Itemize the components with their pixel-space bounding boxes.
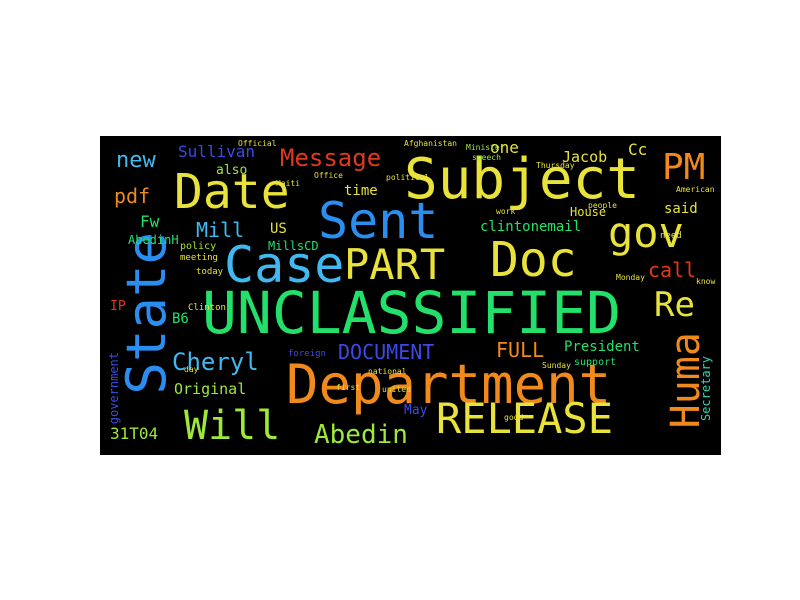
word-also: also: [216, 163, 248, 178]
word-may: May: [404, 403, 428, 418]
word-cc: Cc: [628, 140, 648, 159]
word-subject: Subject: [404, 147, 641, 212]
word-b6: B6: [172, 311, 189, 327]
word-secretary: Secretary: [699, 356, 713, 422]
word-original: Original: [174, 380, 247, 398]
word-abedin: Abedin: [314, 420, 408, 450]
word-day: day: [184, 365, 199, 374]
word-new: new: [116, 148, 156, 173]
word-national: national: [368, 367, 407, 376]
word-millscd: MillsCD: [268, 239, 319, 253]
word-pm: PM: [662, 147, 706, 188]
word-said: said: [664, 201, 698, 217]
word-department: Department: [286, 353, 612, 416]
word-official: Official: [238, 139, 277, 148]
word-fw: Fw: [140, 212, 160, 231]
word-need: need: [660, 231, 682, 241]
word-code: 31T04: [110, 424, 159, 443]
word-mill: Mill: [196, 218, 245, 242]
word-first: first: [336, 383, 361, 392]
word-ip: IP: [110, 299, 126, 314]
word-sunday: Sunday: [542, 361, 571, 370]
word-support: support: [574, 357, 617, 368]
word-time: time: [344, 183, 378, 199]
word-jacob: Jacob: [562, 148, 608, 166]
word-cheryl: Cheryl: [172, 348, 259, 376]
word-thursday: Thursday: [536, 161, 575, 170]
word-haiti: Haiti: [276, 179, 301, 188]
word-state: State: [115, 232, 178, 395]
word-today: today: [196, 267, 224, 277]
word-abedinh: AbedinH: [128, 233, 179, 247]
word-pdf: pdf: [114, 184, 151, 208]
word-full: FULL: [496, 338, 545, 362]
word-release: RELEASE: [436, 394, 614, 443]
word-president: President: [564, 339, 640, 355]
word-people: people: [588, 201, 617, 210]
word-date: Date: [174, 164, 290, 220]
word-part: PART: [344, 240, 446, 289]
word-government: government: [107, 352, 121, 425]
word-clintonemail: clintonemail: [480, 219, 582, 235]
word-call: call: [648, 258, 697, 282]
word-sent: Sent: [318, 192, 439, 250]
word-message: Message: [280, 144, 382, 172]
word-re: Re: [654, 285, 695, 325]
word-unclassified: UNCLASSIFIED: [202, 279, 622, 347]
word-us: US: [270, 221, 287, 237]
word-meeting: meeting: [180, 253, 218, 263]
word-work: work: [496, 207, 516, 216]
word-minister: Minister: [466, 143, 505, 152]
word-political: political: [386, 173, 430, 182]
word-gov: gov: [608, 208, 684, 257]
word-will: Will: [184, 403, 281, 449]
word-monday: Monday: [616, 273, 645, 282]
word-doc: Doc: [490, 232, 577, 288]
word-foreign: foreign: [288, 349, 326, 359]
word-office: Office: [314, 171, 343, 180]
word-cloud: UNCLASSIFIED Department Subject State Se…: [100, 136, 721, 455]
word-one: one: [490, 138, 519, 157]
word-afghanistan: Afghanistan: [404, 139, 457, 148]
word-speech: speech: [472, 153, 501, 162]
word-united: united: [382, 385, 411, 394]
word-document: DOCUMENT: [338, 340, 435, 364]
word-american: American: [676, 185, 715, 194]
word-sullivan: Sullivan: [178, 142, 256, 161]
word-know: know: [696, 277, 716, 286]
word-good: good: [504, 413, 524, 422]
word-house: House: [570, 205, 607, 219]
word-case: Case: [224, 236, 345, 294]
word-policy: policy: [180, 241, 217, 252]
word-clinton: Clinton: [188, 303, 226, 313]
